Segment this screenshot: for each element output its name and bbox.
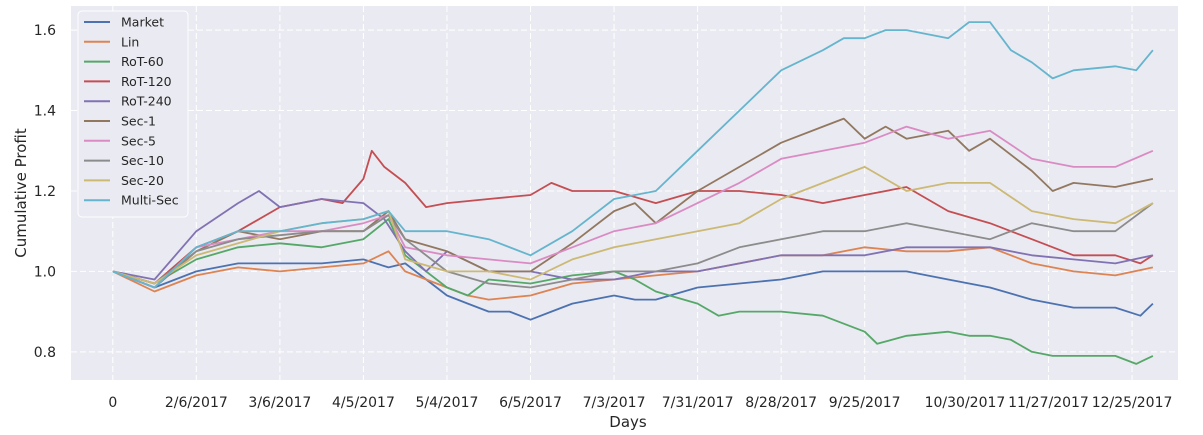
y-axis-label: Cumulative Profit xyxy=(12,128,30,258)
x-tick-label: 4/5/2017 xyxy=(332,395,395,411)
x-tick-label: 7/3/2017 xyxy=(583,395,646,411)
series-line-multi-sec xyxy=(112,21,1154,289)
legend-entry: Lin xyxy=(121,34,139,49)
y-tick-label: 1.4 xyxy=(34,104,56,120)
y-tick-label: 1.0 xyxy=(34,264,56,280)
legend-entry: RoT-60 xyxy=(121,54,164,69)
y-tick-label: 0.8 xyxy=(34,345,56,361)
y-axis-ticks: 0.8 1.0 1.2 1.4 1.6 xyxy=(34,23,56,361)
x-tick-label: 10/30/2017 xyxy=(925,395,1006,411)
x-tick-label: 9/25/2017 xyxy=(829,395,901,411)
x-tick-label: 12/25/2017 xyxy=(1092,395,1173,411)
x-tick-label: 11/27/2017 xyxy=(1008,395,1089,411)
series-line-sec-5 xyxy=(112,125,1154,289)
legend-entry: Market xyxy=(121,15,164,30)
legend-entry: RoT-240 xyxy=(121,94,172,109)
legend-entry: Sec-1 xyxy=(121,114,156,129)
y-tick-label: 1.6 xyxy=(34,23,56,39)
x-tick-label: 5/4/2017 xyxy=(416,395,479,411)
x-tick-label: 2/6/2017 xyxy=(165,395,228,411)
series-line-lin xyxy=(112,246,1154,301)
legend-entry: Sec-10 xyxy=(121,153,164,168)
x-axis-ticks: 0 2/6/2017 3/6/2017 4/5/2017 5/4/2017 6/5/201… xyxy=(108,395,1172,411)
x-tick-label: 7/31/2017 xyxy=(662,395,734,411)
series-line-market xyxy=(112,258,1154,321)
grid xyxy=(71,6,1178,380)
legend-entry: Sec-5 xyxy=(121,133,156,148)
y-tick-label: 1.2 xyxy=(34,184,56,200)
x-axis-label: Days xyxy=(609,413,647,431)
legend-entry: Multi-Sec xyxy=(121,193,179,208)
plot-area xyxy=(71,6,1178,380)
x-tick-label: 0 xyxy=(108,395,117,411)
legend-entry: RoT-120 xyxy=(121,74,172,89)
legend-entry: Sec-20 xyxy=(121,173,164,188)
series-line-sec-10 xyxy=(112,202,1154,289)
legend: Market Lin RoT-60 RoT-120 RoT-240 Sec-1 Sec-5 S… xyxy=(77,10,189,218)
x-tick-label: 3/6/2017 xyxy=(248,395,311,411)
x-tick-label: 8/28/2017 xyxy=(745,395,817,411)
series-line-rot-60 xyxy=(112,218,1154,365)
x-tick-label: 6/5/2017 xyxy=(499,395,562,411)
series-lines xyxy=(112,21,1154,365)
